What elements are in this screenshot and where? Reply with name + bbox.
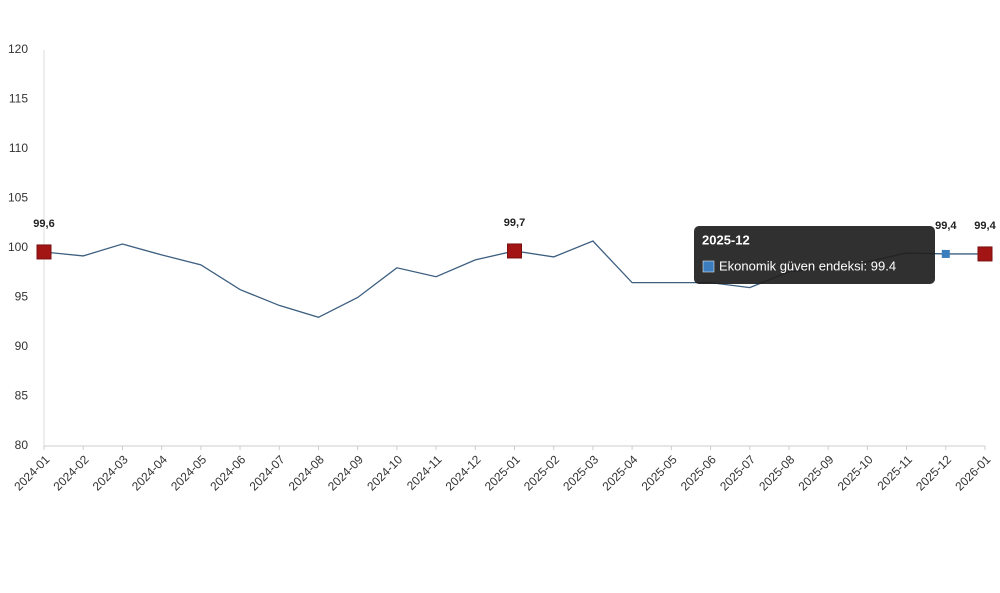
tooltip-text: Ekonomik güven endeksi: 99.4 bbox=[719, 258, 896, 273]
data-label: 99,4 bbox=[974, 220, 996, 232]
x-tick-label: 2025-11 bbox=[875, 452, 916, 493]
x-tick-label: 2025-09 bbox=[795, 452, 836, 493]
x-tick-label: 2025-04 bbox=[599, 452, 640, 493]
x-tick-label: 2024-07 bbox=[247, 452, 288, 493]
x-tick-label: 2025-10 bbox=[835, 452, 876, 493]
tooltip-title: 2025-12 bbox=[702, 232, 750, 247]
marker bbox=[36, 244, 52, 260]
data-label: 99,4 bbox=[935, 220, 957, 232]
y-tick-label: 80 bbox=[15, 438, 29, 452]
x-tick-label: 2024-11 bbox=[404, 452, 445, 493]
y-tick-label: 105 bbox=[8, 191, 28, 205]
x-tick-label: 2024-05 bbox=[168, 452, 209, 493]
x-tick-label: 2024-08 bbox=[286, 452, 327, 493]
marker bbox=[507, 243, 522, 259]
x-tick-label: 2024-01 bbox=[11, 452, 52, 493]
x-tick-label: 2024-04 bbox=[129, 452, 170, 493]
x-tick-label: 2025-07 bbox=[717, 452, 758, 493]
x-tick-label: 2025-05 bbox=[639, 452, 680, 493]
hover-marker bbox=[941, 249, 950, 258]
x-tick-label: 2025-02 bbox=[521, 452, 562, 493]
x-tick-label: 2025-12 bbox=[913, 452, 954, 493]
y-tick-label: 100 bbox=[8, 240, 28, 254]
x-tick-label: 2025-01 bbox=[482, 452, 523, 493]
y-tick-label: 95 bbox=[15, 290, 29, 304]
marker bbox=[977, 246, 993, 262]
x-tick-label: 2024-09 bbox=[325, 452, 366, 493]
y-tick-label: 120 bbox=[8, 42, 28, 56]
tooltip-swatch bbox=[702, 260, 715, 273]
y-tick-label: 85 bbox=[15, 389, 29, 403]
x-tick-label: 2024-12 bbox=[443, 452, 484, 493]
x-tick-label: 2025-06 bbox=[678, 452, 719, 493]
data-label: 99,7 bbox=[504, 217, 525, 229]
x-tick-label: 2025-08 bbox=[756, 452, 797, 493]
y-tick-label: 115 bbox=[9, 92, 28, 106]
x-tick-label: 2024-10 bbox=[364, 452, 405, 493]
x-tick-label: 2024-02 bbox=[51, 452, 92, 493]
y-tick-label: 110 bbox=[9, 141, 28, 155]
y-tick-label: 90 bbox=[15, 339, 29, 353]
x-tick-label: 2026-01 bbox=[952, 452, 993, 493]
x-tick-label: 2025-03 bbox=[560, 452, 601, 493]
tooltip: 2025-12 Ekonomik güven endeksi: 99.4 bbox=[694, 226, 935, 284]
x-tick-label: 2024-03 bbox=[90, 452, 131, 493]
tooltip-box bbox=[694, 226, 935, 284]
x-tick-label: 2024-06 bbox=[207, 452, 248, 493]
data-label: 99,6 bbox=[33, 218, 54, 230]
